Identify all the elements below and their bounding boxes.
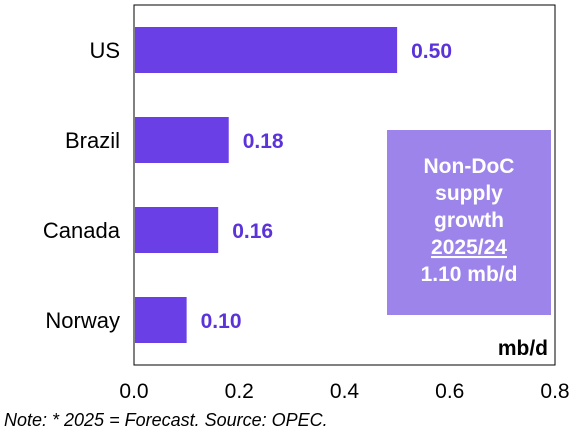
bar-norway [135, 297, 187, 343]
bar-brazil [135, 117, 229, 163]
value-label: 0.50 [411, 40, 452, 63]
unit-label: mb/d [498, 337, 548, 360]
x-tick-label: 0.8 [540, 380, 569, 403]
category-label: US [89, 38, 120, 63]
x-tick-label: 0.4 [330, 380, 360, 403]
footnote: Note: * 2025 = Forecast. Source: OPEC. [4, 410, 328, 430]
x-tick-label: 0.0 [119, 380, 148, 403]
bar-us [135, 27, 398, 73]
category-label: Norway [45, 308, 120, 333]
category-labels: US Brazil Canada Norway [43, 38, 121, 333]
callout-line: 1.10 mb/d [421, 263, 518, 286]
bar-canada [135, 207, 219, 253]
callout-line: supply [435, 182, 503, 205]
value-label: 0.16 [232, 220, 273, 243]
callout-line: growth [434, 209, 504, 232]
x-tick-label: 0.6 [435, 380, 464, 403]
callout-line: Non-DoC [424, 155, 515, 178]
category-label: Brazil [65, 128, 120, 153]
value-labels: 0.50 0.18 0.16 0.10 [201, 40, 452, 333]
callout-background [387, 130, 551, 315]
category-label: Canada [43, 218, 121, 243]
callout-line-underlined: 2025/24 [431, 236, 507, 259]
callout-box: Non-DoC supply growth 2025/24 1.10 mb/d [387, 130, 551, 315]
x-tick-label: 0.2 [225, 380, 254, 403]
value-label: 0.10 [201, 310, 242, 333]
value-label: 0.18 [243, 130, 284, 153]
bar-chart: US Brazil Canada Norway 0.50 0.18 0.16 0.10 0.… [43, 4, 570, 403]
x-axis-ticks: 0.0 0.2 0.4 0.6 0.8 [119, 380, 569, 403]
plot-frame [133, 4, 556, 366]
bars-group [135, 27, 398, 343]
